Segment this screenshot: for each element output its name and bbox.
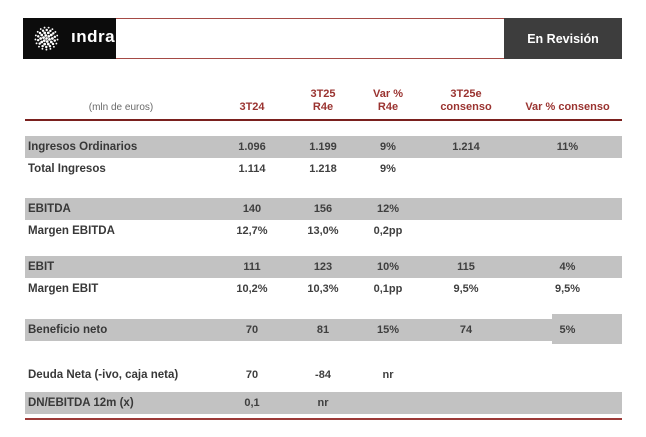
table-row-beneficio-neto: Beneficio neto 70 81 15% 74 5%: [25, 314, 622, 344]
indra-logo: ındra: [23, 18, 116, 59]
header-bar: ındra En Revisión: [23, 18, 622, 59]
table-row-margen-ebitda: Margen EBITDA 12,7% 13,0% 0,2pp: [28, 225, 403, 237]
section-gap: [25, 341, 622, 364]
indra-wordmark: ındra: [71, 27, 116, 46]
col-header-var-r4e: Var % R4e: [373, 88, 403, 113]
col-header-3t25-r4e: 3T25 R4e: [310, 88, 336, 113]
col-header-var-consenso: Var % consenso: [525, 101, 610, 113]
table-header-row: (mln de euros) 3T24 3T25 R4e Var % R4e 3…: [25, 78, 622, 114]
table-body: Ingresos Ordinarios 1.096 1.199 9% 1.214…: [25, 136, 622, 420]
table-row-dn-ebitda: DN/EBITDA 12m (x) 0,1 nr: [25, 392, 622, 414]
unit-label-cell: (mln de euros): [25, 102, 215, 114]
col-header-3t25e-consenso: 3T25e consenso: [440, 88, 492, 113]
indra-dots-icon: [34, 26, 59, 51]
table-row-total-ingresos: Total Ingresos 1.114 1.218 9%: [28, 163, 396, 175]
section-gap: [25, 180, 622, 198]
table-row-deuda-neta: Deuda Neta (-ivo, caja neta) 70 -84 nr: [28, 369, 394, 381]
header-rule: [25, 119, 622, 121]
section-gap: [25, 242, 622, 256]
results-table: (mln de euros) 3T24 3T25 R4e Var % R4e 3…: [25, 78, 622, 420]
bottom-rule: [25, 418, 622, 420]
section-gap: [25, 300, 622, 319]
table-row-margen-ebit: Margen EBIT 10,2% 10,3% 0,1pp 9,5% 9,5%: [28, 283, 581, 295]
unit-label: (mln de euros): [88, 102, 154, 113]
status-badge: En Revisión: [504, 18, 622, 59]
highlight-offset-strip: [552, 314, 622, 344]
col-header-3t24: 3T24: [239, 101, 265, 113]
table-row-ebit: EBIT 111 123 10% 115 4%: [25, 256, 622, 278]
table-row-ebitda: EBITDA 140 156 12%: [25, 198, 622, 220]
table-row-ingresos-ordinarios: Ingresos Ordinarios 1.096 1.199 9% 1.214…: [25, 136, 622, 158]
